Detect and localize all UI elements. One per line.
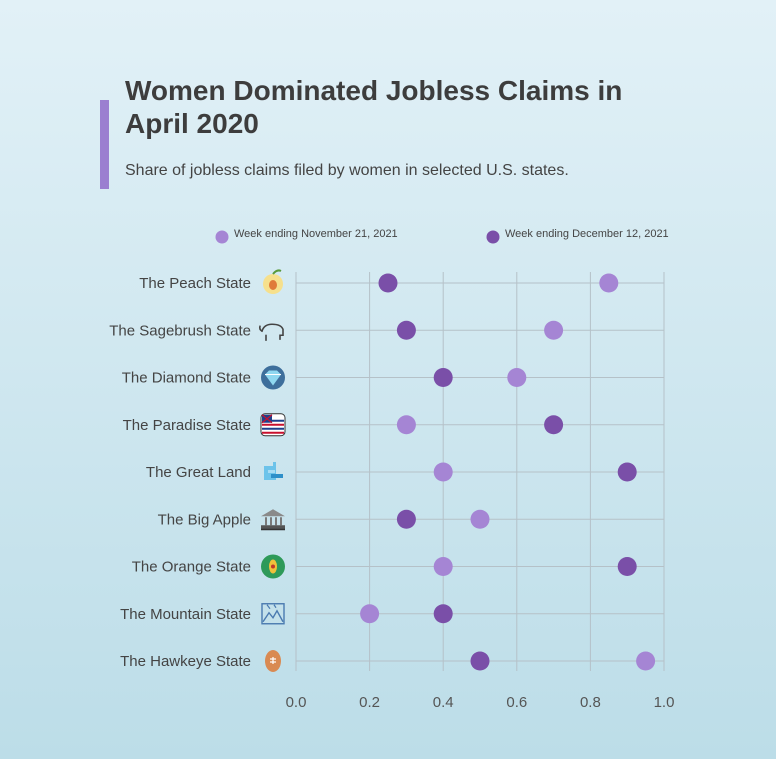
- data-point: [396, 509, 416, 529]
- data-point: [470, 651, 490, 671]
- data-point: [617, 462, 637, 482]
- x-tick-label: 0.4: [433, 694, 454, 711]
- legend-label: Week ending November 21, 2021: [234, 228, 398, 240]
- data-point: [396, 320, 416, 340]
- bison-icon: [258, 323, 284, 342]
- data-point: [599, 273, 619, 293]
- data-point: [433, 557, 453, 576]
- x-axis-ticks: 0.0 0.2 0.4 0.6 0.8 1.0: [286, 694, 675, 711]
- category-label: The Big Apple: [158, 511, 251, 528]
- x-tick-label: 1.0: [654, 694, 675, 711]
- data-point: [544, 415, 564, 435]
- legend: Week ending November 21, 2021 Week ending…: [215, 228, 669, 244]
- category-label: The Diamond State: [122, 370, 251, 387]
- x-tick-label: 0.2: [359, 694, 380, 711]
- category-labels: The Peach State The Sagebrush State The Di…: [109, 275, 251, 670]
- category-label: The Sagebrush State: [109, 322, 251, 339]
- x-tick-label: 0.0: [286, 694, 307, 711]
- x-tick-label: 0.6: [506, 694, 527, 711]
- diamond-icon: [261, 365, 285, 390]
- hawaii-flag-icon: [260, 413, 286, 437]
- orange-icon: [261, 554, 285, 579]
- data-point: [507, 368, 527, 387]
- legend-marker: [215, 230, 229, 244]
- category-label: The Mountain State: [120, 606, 251, 623]
- data-point: [636, 651, 656, 671]
- x-tick-label: 0.8: [580, 694, 601, 711]
- data-points: [360, 273, 656, 671]
- football-icon: [265, 650, 281, 672]
- legend-marker: [486, 230, 500, 244]
- grid-lines: [295, 272, 665, 671]
- category-label: The Paradise State: [123, 417, 251, 434]
- data-point: [470, 509, 490, 529]
- data-point: [617, 557, 637, 576]
- data-point: [396, 415, 416, 435]
- category-icons: [258, 269, 286, 672]
- data-point: [378, 273, 398, 293]
- category-label: The Hawkeye State: [120, 653, 251, 670]
- data-point: [433, 368, 453, 387]
- data-point: [544, 320, 564, 340]
- alaska-icon: [264, 462, 283, 480]
- chart-title: Women Dominated Jobless Claims in April …: [125, 75, 623, 139]
- title-accent-bar: [100, 100, 109, 189]
- category-label: The Peach State: [139, 275, 251, 292]
- mountain-map-icon: [261, 603, 285, 625]
- peach-icon: [263, 269, 283, 294]
- legend-label: Week ending December 12, 2021: [505, 228, 669, 240]
- data-point: [433, 462, 453, 482]
- data-point: [433, 604, 453, 624]
- data-point: [360, 604, 380, 624]
- category-label: The Orange State: [132, 559, 251, 576]
- category-label: The Great Land: [146, 464, 251, 481]
- courthouse-icon: [261, 509, 285, 531]
- chart-subtitle: Share of jobless claims filed by women i…: [125, 162, 569, 179]
